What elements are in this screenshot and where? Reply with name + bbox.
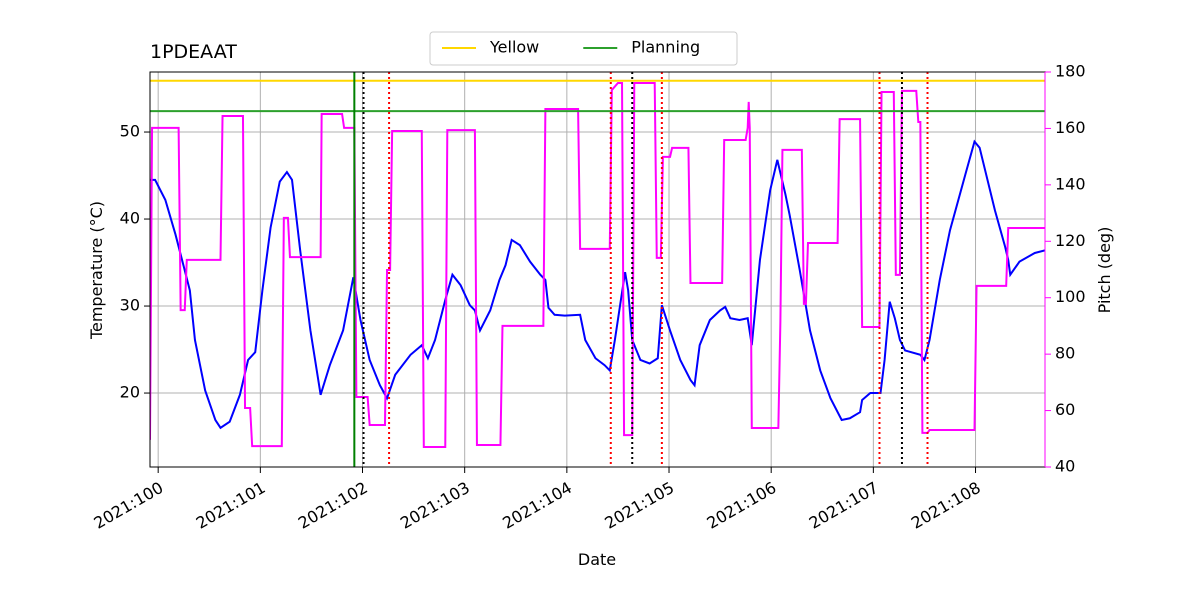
x-axis-label: Date [578, 550, 616, 569]
y2-tick-label: 60 [1055, 400, 1075, 419]
y-tick-label: 20 [120, 383, 140, 402]
y-tick-label: 40 [120, 209, 140, 228]
y-tick-label: 50 [120, 122, 140, 141]
chart-title: 1PDEAAT [150, 41, 237, 63]
legend-label: Planning [631, 38, 700, 57]
y2-tick-label: 120 [1055, 231, 1086, 250]
y2-tick-label: 80 [1055, 344, 1075, 363]
y2-tick-label: 140 [1055, 174, 1086, 193]
y-tick-label: 30 [120, 296, 140, 315]
legend-label: Yellow [489, 38, 539, 57]
y2-tick-label: 180 [1055, 62, 1086, 81]
series-line [150, 139, 1045, 430]
y2-tick-label: 100 [1055, 287, 1086, 306]
y2-axis-label: Pitch (deg) [1095, 227, 1114, 314]
y2-tick-label: 40 [1055, 457, 1075, 476]
series-line [150, 82, 1045, 448]
y-axis-label: Temperature (°C) [87, 201, 106, 340]
y2-tick-label: 160 [1055, 118, 1086, 137]
